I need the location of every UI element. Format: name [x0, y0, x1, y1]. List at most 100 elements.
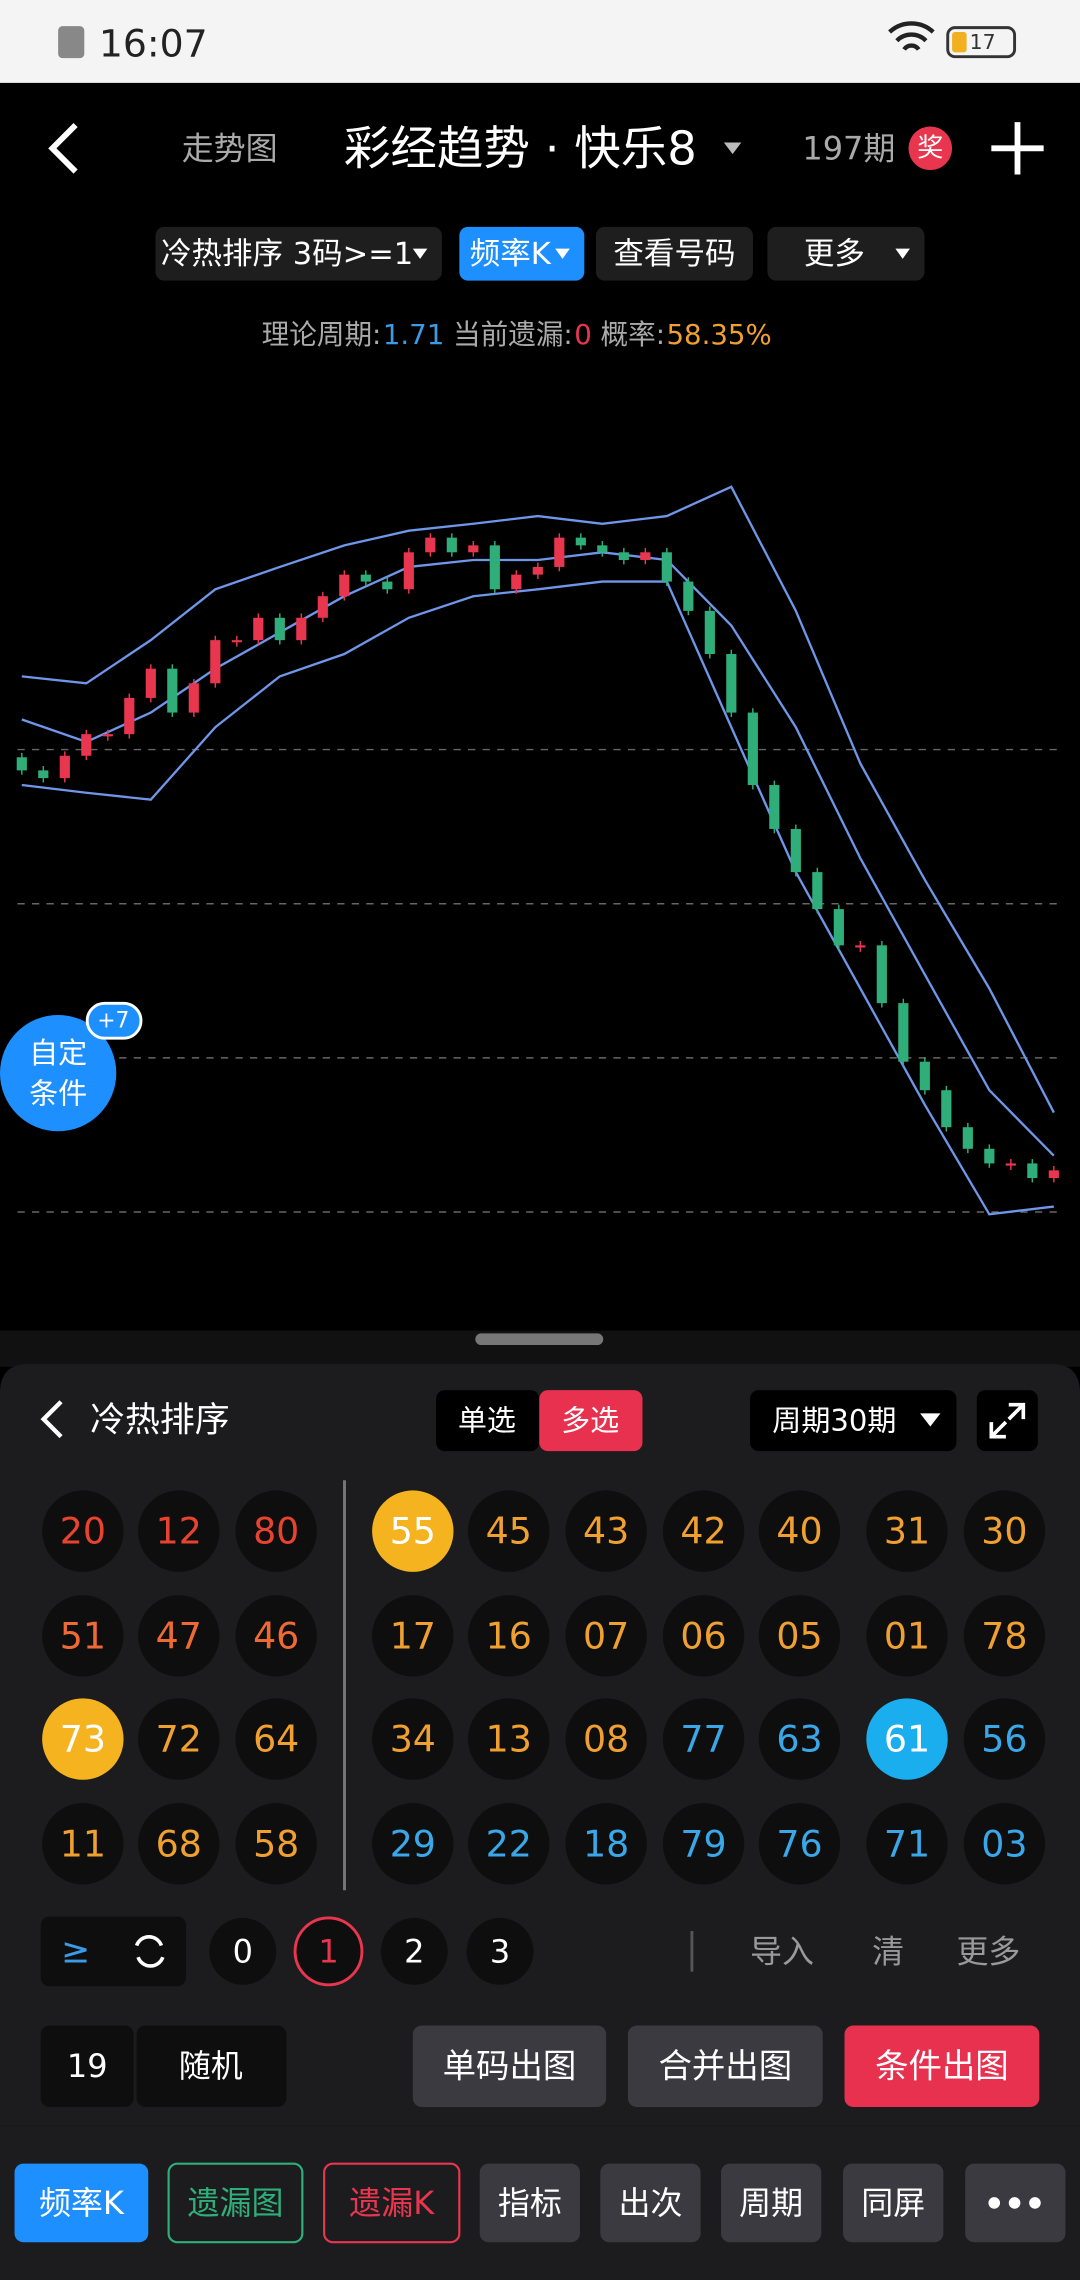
number-ball[interactable]	[866, 1490, 948, 1572]
toolbar-button[interactable]	[155, 226, 442, 281]
cycle-select[interactable]	[750, 1390, 957, 1452]
number-ball[interactable]	[963, 1490, 1046, 1572]
number-ball[interactable]	[138, 1803, 220, 1885]
number-ball[interactable]	[662, 1595, 745, 1677]
number-label: 34	[390, 1718, 436, 1761]
action-button[interactable]	[412, 2025, 607, 2107]
panel-back[interactable]	[40, 1400, 63, 1439]
more-dot	[988, 2197, 1001, 2209]
number-ball[interactable]	[235, 1698, 317, 1780]
tab[interactable]	[600, 2163, 701, 2243]
number-ball[interactable]	[866, 1803, 948, 1885]
toggle-single[interactable]	[436, 1390, 540, 1452]
number-ball[interactable]	[372, 1698, 454, 1780]
tab[interactable]	[843, 2163, 944, 2243]
candle-body	[274, 617, 285, 641]
number-ball[interactable]	[963, 1595, 1046, 1677]
control-link: 导入	[750, 1932, 814, 1970]
dropdown-arrow	[412, 248, 428, 259]
candle-body	[425, 537, 436, 553]
back-button[interactable]	[48, 122, 78, 174]
number-ball[interactable]	[42, 1698, 124, 1780]
number-ball[interactable]	[138, 1595, 220, 1677]
digit-button[interactable]	[293, 1916, 364, 1987]
number-ball[interactable]	[565, 1698, 647, 1780]
action-label: 合并出图	[658, 2047, 792, 2086]
tab[interactable]	[479, 2163, 580, 2243]
number-ball[interactable]	[235, 1803, 317, 1885]
control-box	[40, 1916, 187, 1987]
number-ball[interactable]	[42, 1803, 124, 1885]
drag-handle[interactable]	[475, 1333, 604, 1346]
number-ball[interactable]	[963, 1698, 1046, 1780]
award-badge[interactable]	[908, 126, 953, 171]
number-ball[interactable]	[138, 1490, 220, 1572]
more-dot	[1008, 2197, 1021, 2209]
number-ball[interactable]	[468, 1595, 550, 1677]
digit-button[interactable]	[380, 1917, 448, 1985]
number-ball[interactable]	[42, 1595, 124, 1677]
number-label: 03	[981, 1822, 1027, 1865]
toolbar-button[interactable]	[595, 226, 753, 281]
number-label: 64	[253, 1718, 299, 1761]
candle-body	[1005, 1163, 1016, 1166]
dropdown-arrow	[895, 248, 910, 259]
number-ball[interactable]	[235, 1490, 317, 1572]
tab-label: 遗漏K	[349, 2184, 435, 2222]
tab[interactable]	[167, 2162, 304, 2244]
number-ball[interactable]	[758, 1490, 841, 1572]
number-ball[interactable]	[468, 1803, 550, 1885]
toolbar-button[interactable]	[459, 226, 585, 281]
number-label: 77	[680, 1718, 726, 1761]
toggle-multi[interactable]	[539, 1390, 643, 1452]
control-link: 更多	[956, 1932, 1020, 1970]
number-ball[interactable]	[235, 1595, 317, 1677]
candle-body	[747, 712, 758, 786]
digit-button[interactable]	[466, 1917, 534, 1985]
number-ball[interactable]	[758, 1803, 841, 1885]
number-ball[interactable]	[372, 1490, 454, 1572]
tab[interactable]	[14, 2163, 149, 2243]
candle-body	[382, 581, 393, 590]
number-ball[interactable]	[372, 1595, 454, 1677]
number-ball[interactable]	[866, 1698, 948, 1780]
number-ball[interactable]	[565, 1490, 647, 1572]
number-ball[interactable]	[963, 1803, 1046, 1885]
battery-text: 17	[970, 30, 996, 54]
number-ball[interactable]	[662, 1803, 745, 1885]
number-ball[interactable]	[372, 1803, 454, 1885]
random-label: 随机	[179, 2047, 243, 2085]
number-ball[interactable]	[866, 1595, 948, 1677]
float-button[interactable]	[0, 1014, 117, 1132]
random-box[interactable]	[136, 2025, 287, 2107]
header-period: 197期	[802, 129, 895, 167]
tab[interactable]	[720, 2163, 822, 2243]
number-ball[interactable]	[565, 1803, 647, 1885]
digit-label: 1	[318, 1932, 338, 1970]
number-ball[interactable]	[758, 1595, 841, 1677]
number-ball[interactable]	[565, 1595, 647, 1677]
add-button[interactable]	[991, 122, 1044, 175]
number-ball[interactable]	[662, 1698, 745, 1780]
digit-button[interactable]	[209, 1917, 277, 1985]
candle-body	[102, 734, 113, 737]
count-box[interactable]	[40, 2025, 134, 2107]
number-ball[interactable]	[138, 1698, 220, 1780]
number-ball[interactable]	[468, 1698, 550, 1780]
expand-button[interactable]	[976, 1390, 1038, 1452]
action-button[interactable]	[844, 2025, 1040, 2107]
number-label: 63	[776, 1718, 822, 1761]
tab[interactable]	[323, 2162, 461, 2244]
number-ball[interactable]	[758, 1698, 841, 1780]
toolbar-button[interactable]	[767, 226, 925, 281]
candle-body	[898, 1003, 909, 1062]
number-ball[interactable]	[468, 1490, 550, 1572]
toggle-label: 多选	[561, 1404, 619, 1438]
number-ball[interactable]	[42, 1490, 124, 1572]
refresh-icon[interactable]	[134, 1935, 165, 1968]
action-button[interactable]	[627, 2025, 823, 2107]
more-dot	[1029, 2197, 1041, 2209]
number-ball[interactable]	[662, 1490, 745, 1572]
title-dropdown[interactable]	[723, 142, 742, 155]
